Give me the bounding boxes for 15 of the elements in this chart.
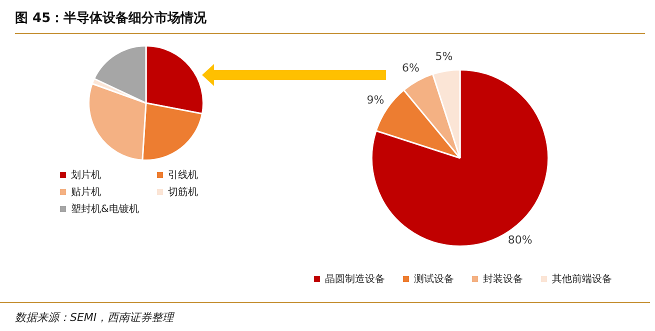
legend-label: 晶圆制造设备 — [325, 272, 385, 286]
data-label: 9% — [366, 93, 384, 106]
data-label: 80% — [508, 234, 532, 247]
legend-label: 测试设备 — [414, 272, 454, 286]
legend-label: 划片机 — [71, 168, 101, 182]
legend-label: 切筋机 — [168, 186, 198, 199]
legend-label: 塑封机&电镀机 — [71, 202, 139, 216]
data-label: 5% — [435, 50, 453, 63]
legend-label: 封装设备 — [483, 272, 523, 286]
chart-title: 图 45：半导体设备细分市场情况 — [15, 10, 207, 27]
legend-label: 引线机 — [168, 168, 198, 182]
source-note: 数据来源：SEMI，西南证券整理 — [15, 310, 174, 325]
legend-label: 贴片机 — [71, 186, 101, 199]
data-label: 6% — [402, 61, 420, 74]
legend-label: 其他前端设备 — [552, 272, 612, 286]
